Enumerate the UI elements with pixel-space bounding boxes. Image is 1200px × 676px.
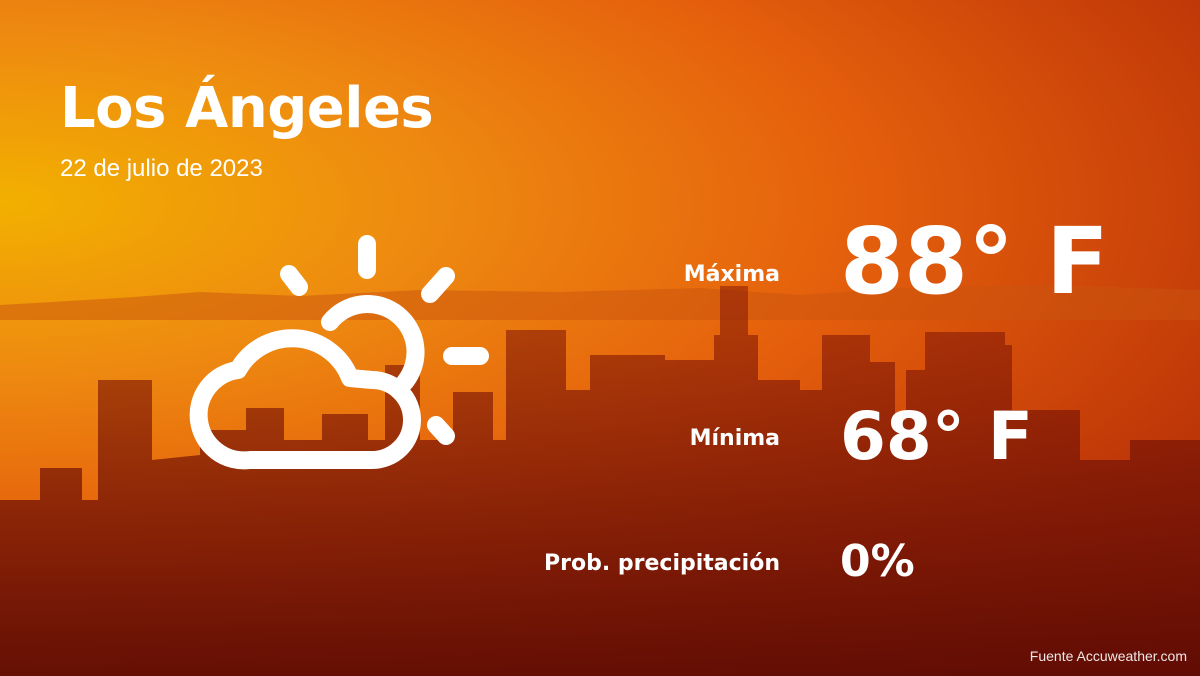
min-temp-value: 68° F xyxy=(840,398,1033,475)
source-credit: Fuente Accuweather.com xyxy=(1029,648,1187,664)
precip-value: 0% xyxy=(840,536,915,587)
partly-cloudy-icon xyxy=(189,235,489,470)
max-temp-value: 88° F xyxy=(840,208,1109,315)
max-temp-label: Máxima xyxy=(683,262,780,287)
precip-label: Prob. precipitación xyxy=(544,551,780,576)
min-temp-label: Mínima xyxy=(689,426,780,451)
forecast-date: 22 de julio de 2023 xyxy=(60,155,263,182)
city-title: Los Ángeles xyxy=(60,76,434,141)
